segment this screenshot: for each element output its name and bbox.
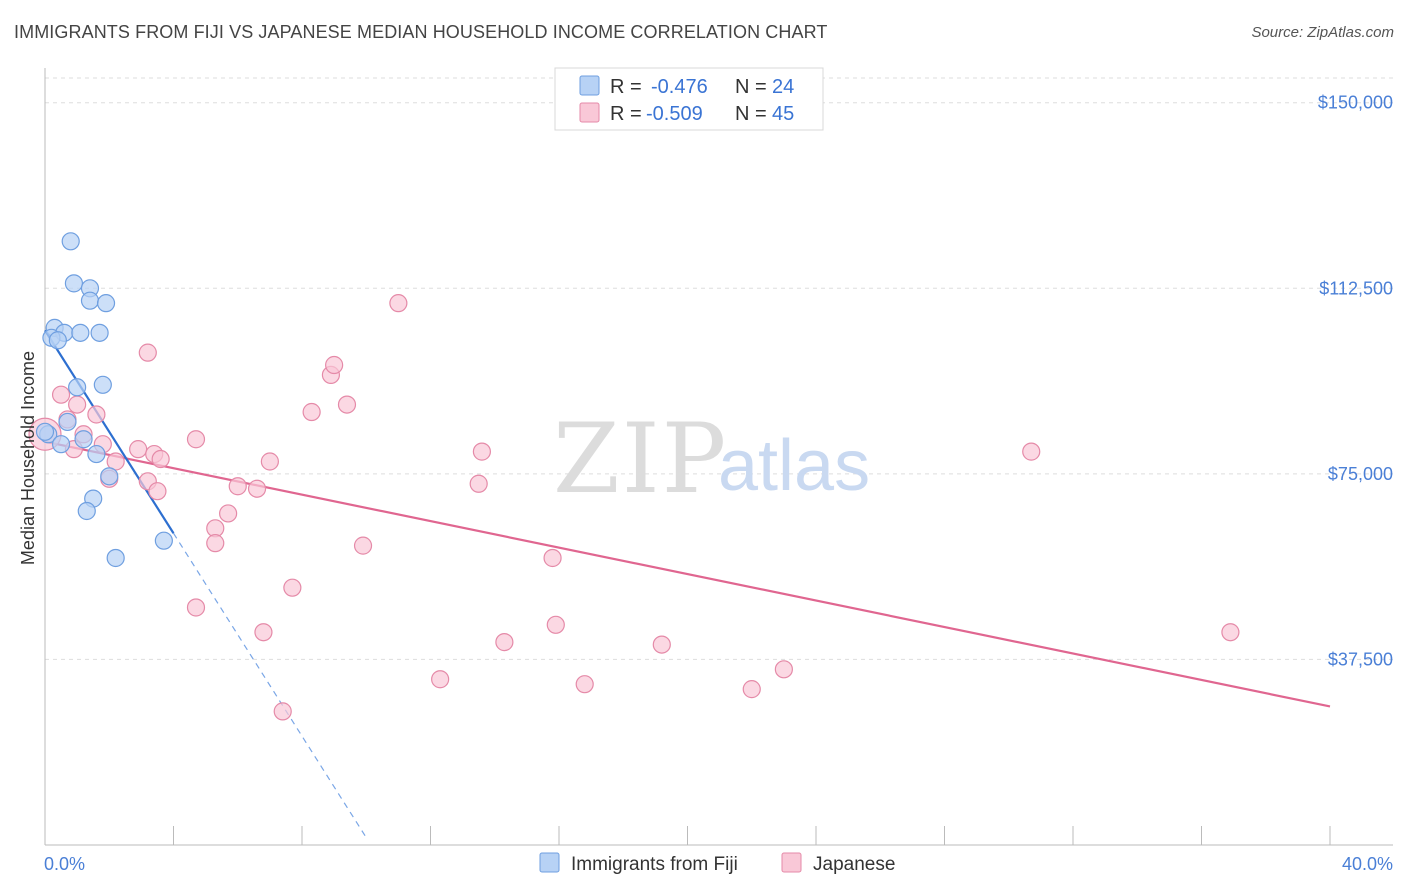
bottom-legend-label-fiji: Immigrants from Fiji <box>571 854 738 875</box>
x-tick-label-min: 0.0% <box>44 854 85 874</box>
bottom-legend-swatch-japanese <box>781 852 802 873</box>
point-fiji <box>35 422 55 441</box>
point-japanese <box>469 474 488 493</box>
legend-n-label-japanese: N = <box>735 103 767 125</box>
point-fiji <box>48 331 67 350</box>
y-tick-label: $37,500 <box>1328 649 1393 669</box>
point-japanese <box>302 402 321 422</box>
point-japanese <box>206 534 225 553</box>
point-fiji <box>154 531 173 550</box>
point-japanese <box>546 615 565 634</box>
point-japanese <box>325 355 344 375</box>
point-fiji <box>58 412 77 432</box>
point-japanese <box>543 548 562 568</box>
trend-line-fiji <box>44 329 175 534</box>
bottom-legend-swatch-fiji <box>539 852 560 873</box>
trend-line-fiji-extension <box>172 532 367 838</box>
y-axis-label: Median Household Income <box>18 351 38 565</box>
point-japanese <box>148 482 167 501</box>
legend-swatch-fiji <box>579 75 600 96</box>
point-japanese <box>254 623 273 642</box>
point-japanese <box>247 479 267 498</box>
point-japanese <box>431 670 450 689</box>
point-fiji <box>61 232 80 251</box>
axes <box>44 68 1393 846</box>
legend-n-value-japanese: 45 <box>772 103 794 125</box>
point-japanese <box>87 405 106 424</box>
point-japanese <box>68 395 87 414</box>
point-japanese <box>495 633 514 652</box>
point-japanese <box>260 452 279 471</box>
watermark-zip: ZIP <box>553 403 728 515</box>
point-japanese <box>1221 623 1240 642</box>
point-japanese <box>273 702 292 721</box>
point-japanese <box>1022 442 1041 461</box>
bottom-legend: Immigrants from Fiji Japanese <box>539 852 895 875</box>
point-japanese <box>472 442 491 461</box>
point-fiji <box>68 378 87 397</box>
point-fiji <box>77 501 96 521</box>
legend-r-label-japanese: R = <box>610 103 642 125</box>
tick-labels: $37,500 $75,000 $112,500 $150,000 0.0% 40.0% <box>44 93 1393 874</box>
point-japanese <box>575 675 594 694</box>
watermark-atlas: atlas <box>718 426 870 506</box>
point-japanese <box>151 449 170 469</box>
legend-swatch-japanese <box>579 102 600 123</box>
data-points <box>28 232 1240 721</box>
bottom-legend-label-japanese: Japanese <box>813 854 895 875</box>
point-fiji <box>80 291 100 310</box>
legend-frame <box>554 67 824 131</box>
point-fiji <box>71 323 90 342</box>
legend-box: R = -0.476 N = 24 R = -0.509 N = 45 <box>554 67 824 131</box>
point-fiji <box>87 444 106 464</box>
y-tick-label: $75,000 <box>1328 464 1393 484</box>
point-fiji <box>64 274 84 293</box>
y-tick-label: $150,000 <box>1318 93 1393 113</box>
point-japanese <box>51 385 71 404</box>
point-japanese <box>652 635 671 654</box>
point-fiji <box>96 294 116 313</box>
point-fiji <box>93 375 112 394</box>
x-tick-label-max: 40.0% <box>1342 854 1393 874</box>
point-japanese <box>774 660 793 679</box>
point-japanese <box>283 578 302 597</box>
legend-r-value-japanese: -0.509 <box>646 103 703 125</box>
gridlines <box>45 77 1395 660</box>
legend-n-label-fiji: N = <box>735 76 767 98</box>
point-japanese <box>186 430 206 449</box>
legend-r-label-fiji: R = <box>610 76 642 98</box>
point-japanese <box>228 477 247 496</box>
legend-r-value-fiji: -0.476 <box>651 76 708 98</box>
point-japanese <box>219 504 238 523</box>
point-fiji <box>51 435 71 454</box>
point-japanese <box>138 343 157 362</box>
legend-n-value-fiji: 24 <box>772 76 794 98</box>
chart-source: Source: ZipAtlas.com <box>1251 24 1394 41</box>
point-japanese <box>186 598 206 617</box>
point-fiji <box>90 323 109 342</box>
point-japanese <box>742 680 761 699</box>
point-japanese <box>389 294 408 313</box>
point-japanese <box>353 536 373 555</box>
point-japanese <box>129 440 148 459</box>
chart-title: IMMIGRANTS FROM FIJI VS JAPANESE MEDIAN … <box>14 22 828 42</box>
point-fiji <box>100 467 119 486</box>
point-fiji <box>106 548 125 568</box>
point-fiji <box>74 430 93 449</box>
y-tick-label: $112,500 <box>1319 278 1393 298</box>
point-japanese <box>337 395 357 414</box>
